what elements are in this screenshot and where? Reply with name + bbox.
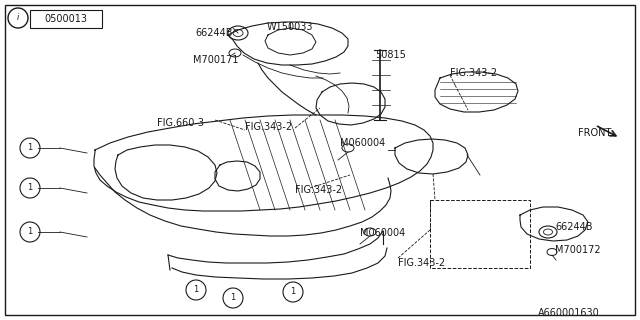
Text: M060004: M060004 xyxy=(360,228,405,238)
Ellipse shape xyxy=(539,226,557,238)
Text: 1: 1 xyxy=(230,293,236,302)
Circle shape xyxy=(20,138,40,158)
Circle shape xyxy=(20,178,40,198)
Circle shape xyxy=(223,288,243,308)
Circle shape xyxy=(20,222,40,242)
Text: 1: 1 xyxy=(28,183,33,193)
Text: M700172: M700172 xyxy=(555,245,600,255)
Ellipse shape xyxy=(364,228,376,236)
Text: 66244B: 66244B xyxy=(555,222,593,232)
Text: FIG.343-2: FIG.343-2 xyxy=(295,185,342,195)
Text: i: i xyxy=(17,13,19,22)
Text: 1: 1 xyxy=(28,228,33,236)
Text: FIG.660-3: FIG.660-3 xyxy=(157,118,204,128)
Ellipse shape xyxy=(342,144,354,152)
Text: FRONT: FRONT xyxy=(578,128,611,138)
Text: 0500013: 0500013 xyxy=(45,14,88,24)
Text: FIG.343-2: FIG.343-2 xyxy=(398,258,445,268)
Ellipse shape xyxy=(26,184,38,192)
Ellipse shape xyxy=(229,49,241,57)
Text: W150033: W150033 xyxy=(267,22,314,32)
Text: 66244B: 66244B xyxy=(195,28,232,38)
Text: M060004: M060004 xyxy=(340,138,385,148)
Ellipse shape xyxy=(543,229,552,235)
Text: FIG.343-2: FIG.343-2 xyxy=(450,68,497,78)
Ellipse shape xyxy=(228,26,248,40)
Text: 1: 1 xyxy=(291,287,296,297)
Ellipse shape xyxy=(26,144,38,152)
Text: A660001630: A660001630 xyxy=(538,308,600,318)
Circle shape xyxy=(186,280,206,300)
Text: FIG.343-2: FIG.343-2 xyxy=(245,122,292,132)
Text: 1: 1 xyxy=(28,143,33,153)
Text: 1: 1 xyxy=(193,285,198,294)
Ellipse shape xyxy=(233,29,243,36)
Ellipse shape xyxy=(547,249,557,255)
Text: 50815: 50815 xyxy=(375,50,406,60)
Circle shape xyxy=(8,8,28,28)
Bar xyxy=(30,10,102,28)
Circle shape xyxy=(283,282,303,302)
Ellipse shape xyxy=(26,228,38,236)
Text: M700171: M700171 xyxy=(193,55,239,65)
